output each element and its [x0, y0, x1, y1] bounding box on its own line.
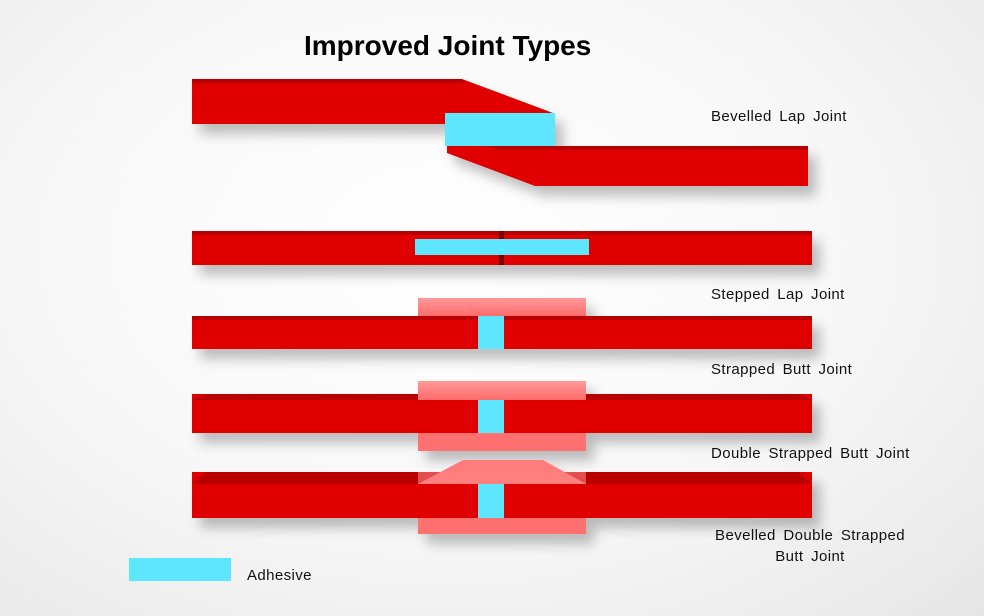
adhesive-layer	[445, 113, 555, 146]
label-bevelled-double-strapped-butt-joint: Bevelled Double Strapped Butt Joint	[700, 525, 920, 567]
right-adherend	[504, 316, 812, 349]
double-strapped-butt-joint	[192, 381, 812, 451]
upper-adherend-top-face	[192, 79, 466, 83]
bevelled-double-strapped-butt-joint	[192, 460, 812, 534]
label-stepped-lap-joint: Stepped Lap Joint	[711, 286, 845, 303]
adhesive-layer	[478, 400, 504, 433]
label-double-strapped-butt-joint: Double Strapped Butt Joint	[711, 445, 910, 462]
lower-adherend-top-face	[486, 146, 808, 150]
adhesive-legend-swatch	[129, 558, 231, 581]
bevelled-lap-joint	[192, 79, 808, 186]
lower-adherend	[447, 146, 808, 186]
left-adherend	[192, 394, 478, 433]
upper-adherend	[192, 79, 553, 124]
adhesive-layer	[478, 484, 504, 518]
adhesive-layer	[478, 316, 504, 349]
strap	[418, 298, 586, 316]
diagram-title: Improved Joint Types	[304, 30, 592, 61]
strapped-butt-joint	[192, 298, 812, 349]
label-strapped-butt-joint: Strapped Butt Joint	[711, 361, 853, 378]
right-adherend	[504, 394, 812, 433]
bottom-strap	[418, 518, 586, 534]
label-bevelled-lap-joint: Bevelled Lap Joint	[711, 108, 847, 125]
stepped-lap-joint	[192, 231, 812, 265]
bottom-strap	[418, 433, 586, 451]
bevelled-top-strap-base	[418, 472, 586, 484]
label-line-1: Bevelled Double Strapped	[715, 527, 905, 544]
adhesive-layer	[415, 239, 589, 255]
top-strap-front	[418, 381, 586, 400]
label-line-2: Butt Joint	[775, 548, 845, 565]
left-adherend	[192, 316, 478, 349]
legend-adhesive-label: Adhesive	[247, 567, 312, 584]
